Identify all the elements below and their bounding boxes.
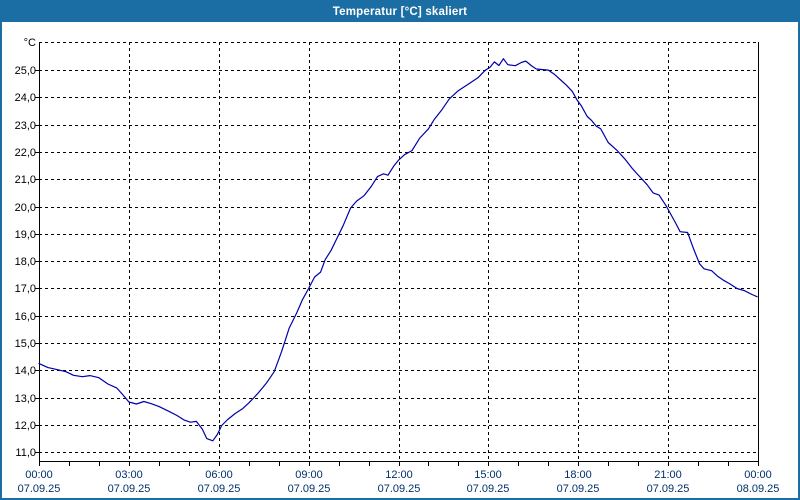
x-tick-date: 07.09.25 xyxy=(108,483,151,495)
y-tick-label: 12,0 xyxy=(15,420,36,432)
x-tick-time: 21:00 xyxy=(654,469,682,481)
y-tick-label: 22,0 xyxy=(15,147,36,159)
x-tick-time: 00:00 xyxy=(25,469,53,481)
temperature-line xyxy=(38,58,758,442)
x-tick-date: 07.09.25 xyxy=(557,483,600,495)
y-tick-label: 14,0 xyxy=(15,365,36,377)
y-tick-label: 21,0 xyxy=(15,174,36,186)
y-tick-label: 19,0 xyxy=(15,229,36,241)
x-axis-labels: 00:00 07.09.25 03:00 07.09.25 06:00 07.09.25 0… xyxy=(18,469,780,495)
y-tick-label: 24,0 xyxy=(15,92,36,104)
grid-lines xyxy=(39,42,758,461)
y-tick-label: 25,0 xyxy=(15,65,36,77)
y-tick-label: 13,0 xyxy=(15,393,36,405)
temperature-chart: °C 25,0 24,0 23,0 22,0 21,0 20,0 19,0 18,0 17,0 16… xyxy=(15,37,780,495)
y-axis-labels: °C 25,0 24,0 23,0 22,0 21,0 20,0 19,0 18,0 17,0 16… xyxy=(15,37,36,459)
y-tick-label: 18,0 xyxy=(15,256,36,268)
y-tick-label: 20,0 xyxy=(15,202,36,214)
x-tick-time: 15:00 xyxy=(474,469,502,481)
y-tick-label: 23,0 xyxy=(15,120,36,132)
x-tick-date: 07.09.25 xyxy=(467,483,510,495)
y-tick-label: 15,0 xyxy=(15,338,36,350)
x-tick-date: 07.09.25 xyxy=(198,483,241,495)
y-tick-label: 16,0 xyxy=(15,311,36,323)
plot-area[interactable] xyxy=(39,42,758,461)
x-tick-date: 08.09.25 xyxy=(737,483,780,495)
x-tick-time: 09:00 xyxy=(295,469,323,481)
x-tick-time: 18:00 xyxy=(564,469,592,481)
y-tick-label: 11,0 xyxy=(15,447,36,459)
x-tick-date: 07.09.25 xyxy=(378,483,421,495)
x-tick-time: 03:00 xyxy=(115,469,143,481)
x-tick-time: 00:00 xyxy=(744,469,772,481)
x-tick-date: 07.09.25 xyxy=(288,483,331,495)
plot-frame xyxy=(35,42,759,466)
y-unit-label: °C xyxy=(24,37,36,49)
y-tick-label: 17,0 xyxy=(15,283,36,295)
x-tick-time: 06:00 xyxy=(205,469,233,481)
x-tick-date: 07.09.25 xyxy=(647,483,690,495)
x-tick-time: 12:00 xyxy=(385,469,413,481)
x-tick-date: 07.09.25 xyxy=(18,483,61,495)
window-title: Temperatur [°C] skaliert xyxy=(332,6,468,18)
title-bar[interactable]: Temperatur [°C] skaliert xyxy=(2,2,798,22)
